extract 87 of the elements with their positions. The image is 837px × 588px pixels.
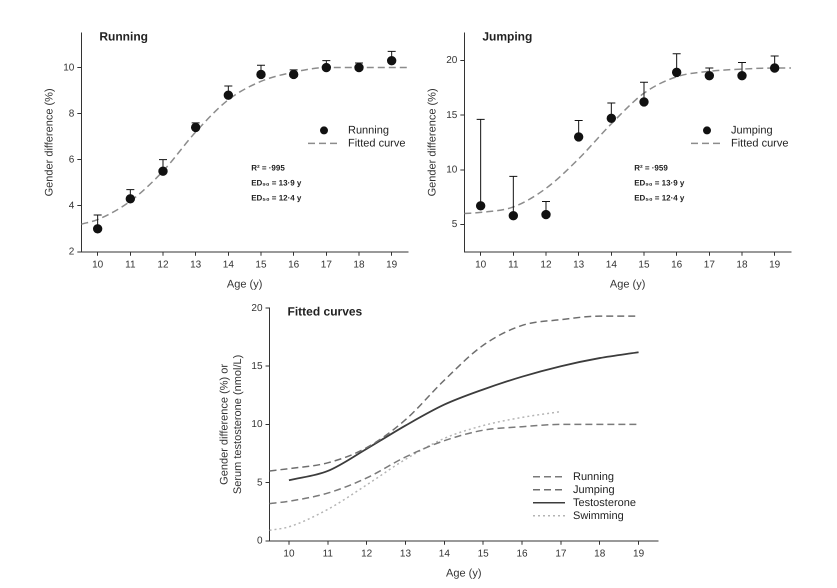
x-tick-label: 12 xyxy=(157,260,169,271)
x-tick-label: 15 xyxy=(638,260,650,271)
y-axis-title: Gender difference (%) xyxy=(426,88,439,196)
chart-title: Fitted curves xyxy=(288,304,363,318)
x-tick-label: 14 xyxy=(222,260,234,271)
annotation: ED₅₀ = 12·4 y xyxy=(251,193,302,202)
x-tick-label: 17 xyxy=(555,548,567,560)
x-tick-label: 16 xyxy=(288,260,300,271)
x-tick-label: 12 xyxy=(361,548,373,560)
x-tick-label: 10 xyxy=(283,548,295,560)
point xyxy=(770,63,780,73)
x-tick-label: 18 xyxy=(736,260,748,271)
y-tick-label: 15 xyxy=(251,360,263,372)
y-tick-label: 10 xyxy=(63,62,75,74)
x-tick-label: 10 xyxy=(475,260,487,271)
x-tick-label: 18 xyxy=(353,260,365,271)
annotation: R² = ·995 xyxy=(251,163,286,172)
y-tick-label: 8 xyxy=(68,108,75,120)
y-axis-title: Gender difference (%) or Serum testosterone (nmol/L) xyxy=(218,354,244,494)
point xyxy=(704,70,714,80)
point xyxy=(354,62,364,72)
x-tick-label: 10 xyxy=(92,260,104,271)
legend-label: Jumping xyxy=(573,484,615,496)
line-series xyxy=(270,424,640,504)
y-tick-label: 4 xyxy=(68,200,75,212)
point xyxy=(92,224,102,234)
legend-label: Swimming xyxy=(573,510,624,522)
y-tick-label: 10 xyxy=(446,164,458,176)
y-tick-label: 20 xyxy=(446,55,458,66)
line-series xyxy=(270,410,562,532)
x-axis-title: Age (y) xyxy=(226,278,262,290)
x-tick-label: 19 xyxy=(386,260,398,271)
legend-label: Running xyxy=(348,124,389,136)
x-tick-label: 12 xyxy=(540,260,552,271)
chart-title: Running xyxy=(99,29,148,44)
point xyxy=(256,70,266,80)
x-tick-label: 18 xyxy=(594,548,606,560)
x-axis-title: Age (y) xyxy=(610,278,646,290)
legend-label: Running xyxy=(573,470,614,483)
point xyxy=(224,90,234,100)
legend-label: Fitted curve xyxy=(348,137,406,150)
point xyxy=(639,97,649,107)
x-tick-label: 17 xyxy=(320,260,332,271)
point xyxy=(606,114,616,124)
x-axis-title: Age (y) xyxy=(446,567,482,580)
y-tick-label: 5 xyxy=(452,219,458,230)
x-tick-label: 11 xyxy=(125,260,136,271)
annotation: ED₉₀ = 13·9 y xyxy=(634,178,685,188)
x-tick-label: 16 xyxy=(671,260,683,271)
legend-label: Testosterone xyxy=(573,496,636,509)
point xyxy=(322,62,332,72)
point xyxy=(574,132,584,142)
line-series xyxy=(288,351,640,482)
x-tick-label: 13 xyxy=(190,260,202,271)
annotation: ED₉₀ = 13·9 y xyxy=(251,178,302,188)
x-tick-label: 11 xyxy=(322,548,334,560)
chart-title: Jumping xyxy=(482,29,532,44)
x-tick-label: 19 xyxy=(769,260,781,271)
y-tick-label: 5 xyxy=(256,477,263,488)
x-tick-label: 15 xyxy=(478,548,490,560)
y-axis-title: Gender difference (%) xyxy=(44,88,56,196)
point xyxy=(508,211,518,220)
y-tick-label: 20 xyxy=(251,302,263,314)
point xyxy=(126,194,136,204)
x-tick-label: 11 xyxy=(508,260,519,271)
x-tick-label: 19 xyxy=(633,548,645,560)
x-tick-label: 13 xyxy=(573,260,585,271)
x-tick-label: 17 xyxy=(704,260,716,271)
legend-label: Fitted curve xyxy=(731,137,788,150)
point xyxy=(476,201,486,211)
y-tick-label: 2 xyxy=(68,246,75,258)
y-tick-label: 10 xyxy=(251,419,263,430)
annotation: ED₅₀ = 12·4 y xyxy=(634,193,685,202)
x-tick-label: 16 xyxy=(516,548,528,560)
point xyxy=(158,166,168,176)
point xyxy=(386,56,396,66)
point xyxy=(672,68,682,78)
x-tick-label: 14 xyxy=(438,548,450,560)
point xyxy=(541,210,551,220)
y-tick-label: 15 xyxy=(446,110,458,121)
legend-label: Jumping xyxy=(731,124,773,136)
annotation: R² = ·959 xyxy=(634,163,668,172)
x-tick-label: 14 xyxy=(606,260,618,271)
point xyxy=(190,122,200,132)
y-tick-label: 0 xyxy=(256,536,263,547)
y-tick-label: 6 xyxy=(68,154,75,166)
x-tick-label: 13 xyxy=(400,548,412,560)
